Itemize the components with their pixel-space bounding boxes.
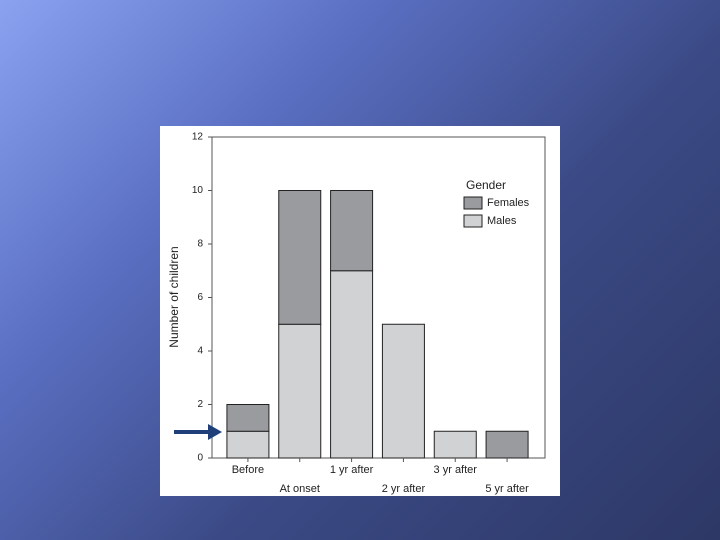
x-tick-label: Before [232, 464, 264, 476]
y-tick-label: 2 [197, 399, 203, 410]
bar-segment [278, 190, 322, 325]
bar-segment [330, 190, 374, 272]
y-tick-label: 8 [197, 239, 203, 250]
bar-segment [330, 270, 374, 459]
arrow [174, 424, 222, 440]
y-tick-label: 10 [192, 185, 204, 196]
y-axis-label: Number of children [167, 246, 181, 347]
bar-segment [433, 430, 477, 459]
x-tick-label: At onset [280, 483, 320, 495]
x-tick-label: 5 yr after [485, 483, 529, 495]
bar-segment [226, 404, 270, 432]
y-tick-label: 6 [197, 292, 203, 303]
x-tick-label: 2 yr after [382, 483, 426, 495]
bar-segment [278, 323, 322, 459]
x-tick-label: 1 yr after [330, 464, 374, 476]
bar-segment [226, 430, 270, 459]
legend-label: Males [487, 215, 517, 227]
bar-segment [485, 430, 529, 459]
legend-swatch [463, 214, 483, 228]
y-tick-label: 12 [192, 132, 204, 143]
y-tick-label: 0 [197, 453, 203, 464]
legend-label: Females [487, 197, 530, 209]
legend-swatch [463, 196, 483, 210]
y-tick-label: 4 [197, 346, 203, 357]
bar-segment [381, 323, 425, 459]
x-tick-label: 3 yr after [434, 464, 478, 476]
legend-title: Gender [466, 178, 506, 192]
